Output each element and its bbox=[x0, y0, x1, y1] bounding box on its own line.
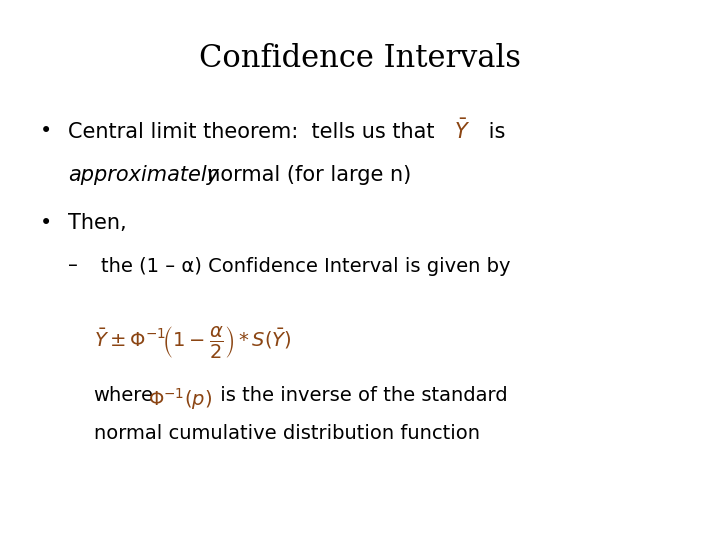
Text: normal (for large n): normal (for large n) bbox=[194, 165, 412, 185]
Text: is: is bbox=[482, 122, 505, 141]
Text: where: where bbox=[94, 386, 153, 405]
Text: $\bar{Y} \pm \Phi^{-1}\!\left(1 - \dfrac{\alpha}{2}\right) * S(\bar{Y})$: $\bar{Y} \pm \Phi^{-1}\!\left(1 - \dfrac… bbox=[94, 324, 292, 360]
Text: $\Phi^{-1}(p)$: $\Phi^{-1}(p)$ bbox=[148, 386, 212, 412]
Text: –: – bbox=[68, 256, 78, 275]
Text: Then,: Then, bbox=[68, 213, 127, 233]
Text: the (1 – α) Confidence Interval is given by: the (1 – α) Confidence Interval is given… bbox=[101, 256, 510, 275]
Text: approximately: approximately bbox=[68, 165, 220, 185]
Text: is the inverse of the standard: is the inverse of the standard bbox=[214, 386, 508, 405]
Text: Confidence Intervals: Confidence Intervals bbox=[199, 43, 521, 74]
Text: •: • bbox=[40, 213, 52, 233]
Text: Central limit theorem:  tells us that: Central limit theorem: tells us that bbox=[68, 122, 435, 141]
Text: •: • bbox=[40, 122, 52, 141]
Text: normal cumulative distribution function: normal cumulative distribution function bbox=[94, 424, 480, 443]
Text: $\bar{Y}$: $\bar{Y}$ bbox=[454, 119, 469, 143]
